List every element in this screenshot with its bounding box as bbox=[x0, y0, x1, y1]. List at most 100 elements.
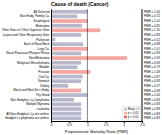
bar bbox=[51, 42, 83, 46]
y-tick: Melanoma bbox=[35, 24, 49, 28]
y-tick: Skin/Melanoma bbox=[29, 56, 50, 60]
y-tick-label: Thy Gland bbox=[36, 93, 50, 97]
y-tick: Stomach bbox=[38, 79, 50, 83]
y-axis: All SelectedNon-Hodg. Family Ca.Esophage… bbox=[2, 10, 52, 122]
bar bbox=[51, 33, 81, 37]
data-label: PMR = 1.01 bbox=[144, 19, 160, 23]
y-tick-label: Bladder bbox=[39, 65, 49, 69]
x-tick-label: 2.5 bbox=[140, 123, 145, 127]
y-tick: Lung Ca. bbox=[37, 47, 49, 51]
data-label: PMR = 0.83 bbox=[144, 102, 160, 106]
chart: 00.511.522.5All SelectedNon-Hodg. Family… bbox=[0, 0, 162, 135]
reference-line bbox=[87, 9, 88, 121]
legend-swatch bbox=[124, 112, 127, 115]
y-tick: Parkinson bbox=[36, 38, 50, 42]
y-tick: Prostate bbox=[38, 70, 50, 74]
data-label: PMR = 0.83 bbox=[144, 112, 160, 116]
y-tick-label: Nasal Paranasal Pharynx Pleura bbox=[6, 51, 50, 55]
frame-right bbox=[142, 9, 143, 121]
data-label: PMR = 1.00 bbox=[144, 10, 160, 14]
y-tick-label: Non-Hodg. Family Ca. bbox=[20, 14, 50, 18]
y-tick-label: Kidney bbox=[40, 84, 50, 88]
bar bbox=[51, 98, 74, 102]
y-tick: Larynx and Other Respiratory Sites bbox=[3, 33, 50, 37]
bar bbox=[51, 28, 100, 32]
y-tick-label: All Non-Hodgkin's Ly w/o anthro. bbox=[6, 112, 49, 116]
x-tick: 2.5 bbox=[140, 121, 145, 127]
x-tick-label: 1.5 bbox=[104, 123, 109, 127]
y-tick-label: Black and Neck Ex's Hodg. bbox=[13, 88, 49, 92]
x-axis-line bbox=[52, 122, 143, 124]
bar bbox=[51, 84, 68, 88]
y-tick-label: Lung Ca. bbox=[37, 47, 49, 51]
y-tick-label: Skin/Melanoma bbox=[29, 56, 50, 60]
bar bbox=[51, 102, 81, 106]
x-axis-title: Proportionate Mortality Ratio (PMR) bbox=[65, 129, 129, 134]
title: Cause of death (Cancer) bbox=[51, 1, 109, 7]
bar bbox=[51, 65, 78, 69]
y-tick-label: Prostate bbox=[38, 70, 50, 74]
bar bbox=[51, 47, 88, 51]
bar bbox=[51, 52, 81, 56]
y-tick-label: Non-Hodgkin's Ly Lymphoma bbox=[10, 98, 49, 102]
data-label: PMR = 1.01 bbox=[144, 47, 160, 51]
data-label: PMR = 0.12 bbox=[144, 38, 160, 42]
bar bbox=[51, 10, 87, 14]
data-label: PMR = 0.83 bbox=[144, 79, 160, 83]
y-tick-label: Multiple Myeloma bbox=[26, 102, 50, 106]
y-tick-label: All Selected bbox=[34, 10, 50, 14]
data-label: PMR = 0.72 bbox=[144, 14, 160, 18]
data-label: PMR = 0.83 bbox=[144, 61, 160, 65]
plot: 00.511.522.5All SelectedNon-Hodg. Family… bbox=[2, 9, 161, 127]
y-tick: Kidney bbox=[40, 84, 50, 88]
bar bbox=[51, 107, 81, 111]
y-tick-label: Malignant Mesothelioma bbox=[17, 61, 50, 65]
bar bbox=[51, 15, 77, 19]
y-tick-label: Larynx and Other Respiratory Sites bbox=[3, 33, 50, 37]
data-label: PMR = 0.83 bbox=[144, 89, 160, 93]
bar bbox=[51, 89, 81, 93]
y-tick: Malignant Mesothelioma bbox=[17, 61, 50, 65]
bar bbox=[51, 79, 81, 83]
data-label: PMR = 0.83 bbox=[144, 107, 160, 111]
bar bbox=[51, 70, 90, 74]
data-label: PMR = 2.09 bbox=[144, 56, 160, 60]
x-tick: 0.5 bbox=[67, 121, 72, 127]
legend-frame bbox=[123, 106, 141, 120]
legend: Ratio < 1p < 0.05p < 0.01 bbox=[123, 106, 141, 120]
legend-swatch bbox=[124, 116, 127, 119]
y-tick-label: Esophageal bbox=[34, 19, 50, 23]
y-tick: Esophageal bbox=[34, 19, 50, 23]
x-tick-label: 2 bbox=[123, 123, 125, 127]
x-tick: 1.5 bbox=[104, 121, 109, 127]
data-label: PMR = 0.83 bbox=[144, 33, 160, 37]
y-tick: Multiple Myeloma bbox=[26, 102, 50, 106]
y-tick-label: Parkinson bbox=[36, 38, 50, 42]
y-tick: Nasal Paranasal Pharynx Pleura bbox=[6, 51, 50, 55]
marks bbox=[51, 9, 127, 121]
y-tick: All Non-Hodgkin's Ly w/o anthro. bbox=[6, 112, 49, 116]
y-tick-label: Leukemia bbox=[36, 107, 49, 111]
bar bbox=[51, 112, 81, 116]
x-tick: 1 bbox=[87, 121, 89, 127]
data-label: PMR = 0.88 bbox=[144, 42, 160, 46]
bar bbox=[51, 24, 82, 28]
x-axis: 00.511.522.5 bbox=[51, 121, 145, 127]
bar bbox=[51, 116, 81, 120]
y-tick-label: Back of Nose/Neck bbox=[24, 42, 50, 46]
bar bbox=[51, 56, 127, 60]
legend-entry: p < 0.01 bbox=[124, 115, 139, 119]
x-tick: 2 bbox=[123, 121, 125, 127]
bar bbox=[51, 75, 83, 79]
y-tick: Other Sites w/ Other Digestive Sites bbox=[2, 28, 50, 32]
data-label: PMR = 0.63 bbox=[144, 98, 160, 102]
y-tick-label: Stomach bbox=[38, 79, 50, 83]
y-tick-label: Melanoma bbox=[35, 24, 49, 28]
data-label: PMR = 0.73 bbox=[144, 65, 160, 69]
legend-swatch bbox=[124, 108, 127, 111]
y-tick: Leukemia bbox=[36, 107, 49, 111]
bar bbox=[51, 61, 81, 65]
y-tick-label: Oral Ca. bbox=[38, 75, 49, 79]
data-label: PMR = 1.08 bbox=[144, 70, 160, 74]
data-label: PMR = 1.35 bbox=[144, 28, 160, 32]
